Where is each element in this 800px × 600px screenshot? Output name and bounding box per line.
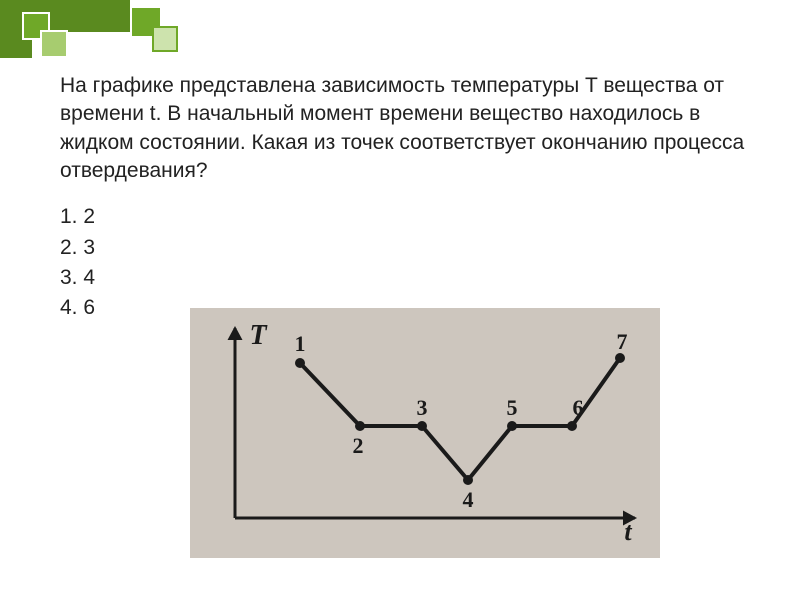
answer-option: 2. 3 [60, 234, 180, 262]
chart-point-label: 1 [295, 331, 306, 357]
svg-text:t: t [624, 517, 632, 546]
svg-text:T: T [249, 320, 268, 351]
decor-square [40, 30, 68, 58]
chart-point-label: 4 [463, 487, 474, 513]
question-text: На графике представлена зависимость темп… [60, 72, 760, 185]
answer-option: 4. 6 [60, 294, 180, 322]
chart-point-label: 6 [573, 395, 584, 421]
answer-options: 1. 2 2. 33. 44. 6 [60, 203, 180, 324]
decor-square [152, 26, 178, 52]
slide-content: На графике представлена зависимость темп… [60, 72, 760, 325]
chart-point-label: 3 [417, 395, 428, 421]
chart-point-label: 7 [617, 329, 628, 355]
answer-option: 3. 4 [60, 264, 180, 292]
chart-svg: Tt [190, 308, 660, 558]
chart-container: Tt 1 2 3 4 5 6 7 [190, 308, 660, 558]
chart-point-label: 5 [507, 395, 518, 421]
chart-point-label: 2 [353, 433, 364, 459]
answer-option: 1. 2 [60, 203, 180, 231]
